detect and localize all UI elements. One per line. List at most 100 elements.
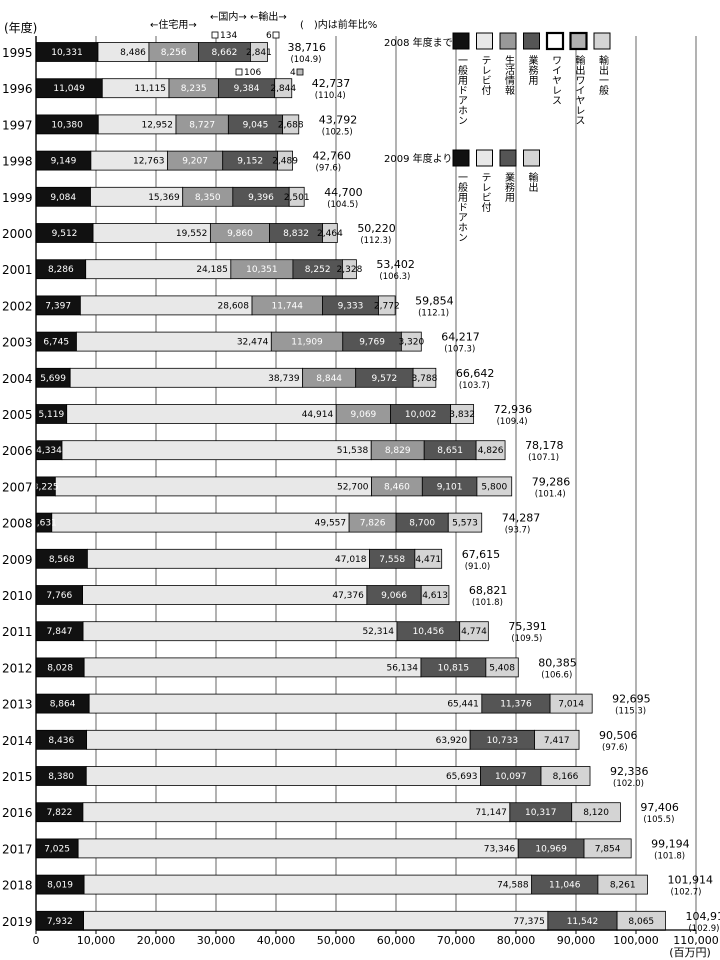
segment-value-label: 7,826 (360, 519, 386, 529)
x-tick-label: 60,000 (377, 934, 416, 947)
bar-segment (459, 621, 489, 642)
bar-segment (82, 621, 398, 642)
segment-value-label: 4,334 (36, 446, 62, 456)
segment-value-label: 32,474 (237, 338, 269, 348)
year-label: 2003 (2, 336, 33, 350)
total-label: 92,695 (612, 693, 651, 706)
segment-value-label: 4,471 (415, 555, 441, 565)
annotation-ratio-note: ( )内は前年比% (300, 18, 377, 31)
bar-segment (88, 693, 483, 714)
segment-value-label: 8,662 (212, 48, 238, 58)
bar-segment (51, 512, 350, 533)
bar-segment (412, 367, 437, 388)
total-label: 104,914 (685, 910, 720, 923)
segment-value-label: 8,286 (48, 265, 74, 275)
bar-segment (282, 114, 300, 135)
year-label: 2006 (2, 444, 33, 458)
ratio-label: (109.5) (511, 634, 542, 644)
segment-value-label: 74,588 (497, 881, 529, 891)
legend-swatch (569, 31, 588, 51)
segment-value-label: 8,380 (48, 772, 74, 782)
segment-value-label: 11,049 (53, 84, 85, 94)
year-label: 2019 (2, 915, 33, 929)
ratio-label: (107.1) (528, 453, 559, 463)
x-tick-label: 50,000 (317, 934, 356, 947)
segment-value-label: 5,800 (481, 482, 507, 492)
legend-swatch (499, 149, 517, 167)
segment-value-label: 4,774 (461, 627, 487, 637)
segment-value-label: 9,572 (372, 374, 398, 384)
legend-label: テレビ付 (479, 172, 491, 213)
total-label: 53,402 (376, 258, 415, 271)
annotation-box-value: 134 (220, 31, 237, 41)
segment-value-label: 8,436 (48, 736, 74, 746)
bar-segment (485, 657, 519, 678)
segment-value-label: 10,969 (535, 844, 567, 854)
segment-value-label: 5,119 (38, 410, 64, 420)
legend-label: 生活情報 (503, 54, 515, 96)
total-label: 78,178 (525, 439, 564, 452)
total-label: 67,615 (462, 548, 501, 561)
segment-value-label: 9,152 (237, 157, 263, 167)
segment-value-label: 19,552 (176, 229, 208, 239)
segment-value-label: 8,252 (305, 265, 331, 275)
segment-value-label: 10,097 (495, 772, 527, 782)
bar-segment (288, 186, 305, 207)
total-label: 72,936 (494, 403, 532, 416)
bar-segment (378, 295, 396, 316)
total-label: 50,220 (357, 222, 396, 235)
total-label: 75,391 (508, 620, 547, 633)
legend-label: 業務用 (526, 54, 538, 86)
segment-value-label: 9,384 (234, 84, 260, 94)
x-tick-label: 70,000 (437, 934, 476, 947)
ratio-label: (103.7) (459, 381, 490, 391)
ratio-label: (97.6) (602, 743, 628, 753)
segment-value-label: 8,829 (385, 446, 411, 456)
total-label: 99,194 (651, 837, 690, 850)
callout-box (272, 31, 280, 39)
x-tick-label: 0 (33, 934, 40, 947)
segment-value-label: 10,317 (525, 808, 557, 818)
total-label: 68,821 (469, 584, 508, 597)
segment-value-label: 8,028 (47, 663, 73, 673)
x-tick-label: 100,000 (613, 934, 659, 947)
ratio-label: (112.3) (360, 236, 391, 246)
segment-value-label: 28,608 (218, 301, 250, 311)
total-label: 79,286 (532, 475, 571, 488)
segment-value-label: 7,854 (595, 844, 621, 854)
segment-value-label: 9,769 (359, 338, 385, 348)
bar-segment (447, 512, 483, 533)
segment-value-label: 2,841 (246, 48, 272, 58)
segment-value-label: 52,700 (337, 482, 369, 492)
segment-value-label: 8,700 (409, 519, 435, 529)
bar-series (35, 42, 666, 931)
legend-label: 輸出ワイヤレス (573, 54, 585, 125)
segment-value-label: 9,045 (243, 120, 269, 130)
year-label: 1995 (2, 46, 33, 60)
ratio-label: (107.3) (444, 345, 475, 355)
segment-value-label: 3,832 (449, 410, 475, 420)
segment-value-label: 9,066 (381, 591, 407, 601)
total-label: 66,642 (456, 367, 495, 380)
segment-value-label: 9,860 (227, 229, 253, 239)
year-label: 2016 (2, 806, 33, 820)
segment-value-label: 4,613 (422, 591, 448, 601)
segment-value-label: 5,573 (452, 519, 478, 529)
total-label: 90,506 (599, 729, 638, 742)
segment-value-label: 63,920 (436, 736, 468, 746)
segment-value-label: 7,932 (47, 917, 73, 927)
callout-box (235, 68, 243, 76)
segment-value-label: 8,256 (161, 48, 187, 58)
bar-segment (83, 874, 533, 895)
segment-value-label: 7,397 (45, 301, 71, 311)
annotation-domestic: ←国内→ (210, 10, 247, 23)
bar-segment (400, 331, 422, 352)
segment-value-label: 8,727 (189, 120, 215, 130)
bar-segment (83, 657, 422, 678)
year-label: 2004 (2, 372, 33, 386)
year-label: 2018 (2, 879, 33, 893)
legend-swatch (476, 149, 493, 167)
ratio-label: (106.6) (541, 670, 572, 680)
year-label: 2012 (2, 661, 33, 675)
annotation-residential: ←住宅用→ (150, 18, 197, 31)
